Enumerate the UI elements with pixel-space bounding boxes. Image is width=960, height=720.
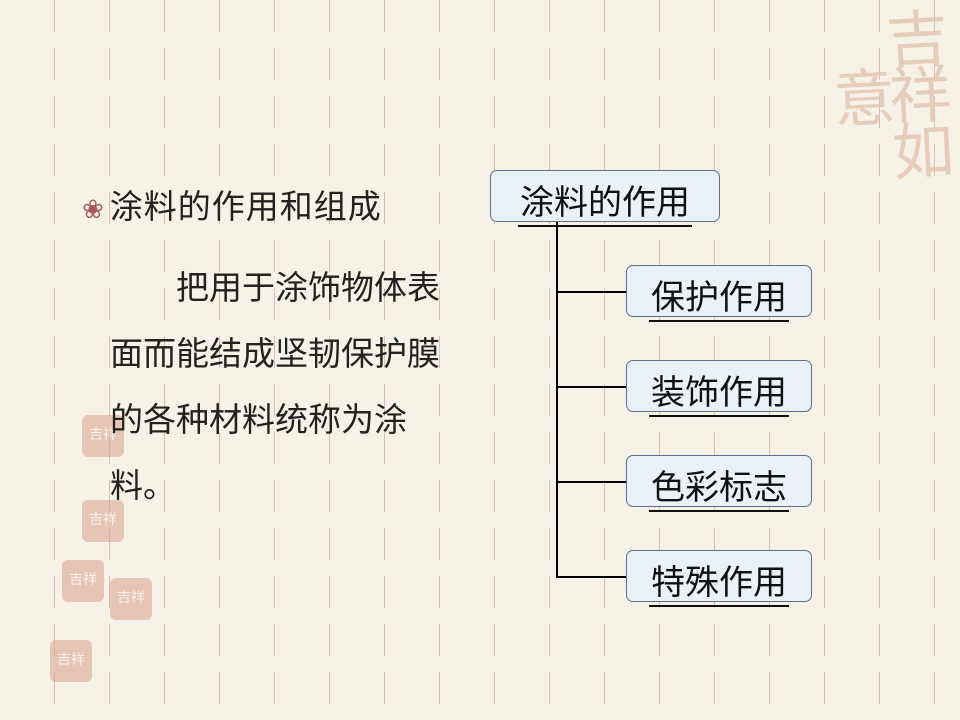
seal-stamp: 吉祥 [110, 578, 152, 620]
child-node-0-label: 保护作用 [649, 270, 789, 322]
child-node-0: 保护作用 [626, 265, 812, 317]
connector-branch [556, 481, 626, 483]
connector-trunk [556, 222, 558, 576]
child-node-1-label: 装饰作用 [649, 365, 789, 417]
child-node-3-label: 特殊作用 [649, 555, 789, 607]
heading-row: ❀ 涂料的作用和组成 [82, 180, 462, 228]
connector-branch [556, 576, 626, 578]
left-text-block: ❀ 涂料的作用和组成 把用于涂饰物体表面而能结成坚韧保护膜的各种材料统称为涂料。 [82, 180, 462, 520]
child-node-2-label: 色彩标志 [649, 460, 789, 512]
flower-bullet-icon: ❀ [82, 197, 104, 223]
connector-branch [556, 291, 626, 293]
function-diagram: 涂料的作用保护作用装饰作用色彩标志特殊作用 [490, 170, 910, 640]
child-node-1: 装饰作用 [626, 360, 812, 412]
seal-stamp: 吉祥 [62, 560, 104, 602]
section-heading: 涂料的作用和组成 [110, 180, 382, 228]
root-node: 涂料的作用 [490, 170, 720, 222]
child-node-2: 色彩标志 [626, 455, 812, 507]
child-node-3: 特殊作用 [626, 550, 812, 602]
seal-stamp: 吉祥 [50, 640, 92, 682]
connector-branch [556, 386, 626, 388]
section-body: 把用于涂饰物体表面而能结成坚韧保护膜的各种材料统称为涂料。 [110, 256, 462, 520]
root-node-label: 涂料的作用 [518, 175, 692, 227]
